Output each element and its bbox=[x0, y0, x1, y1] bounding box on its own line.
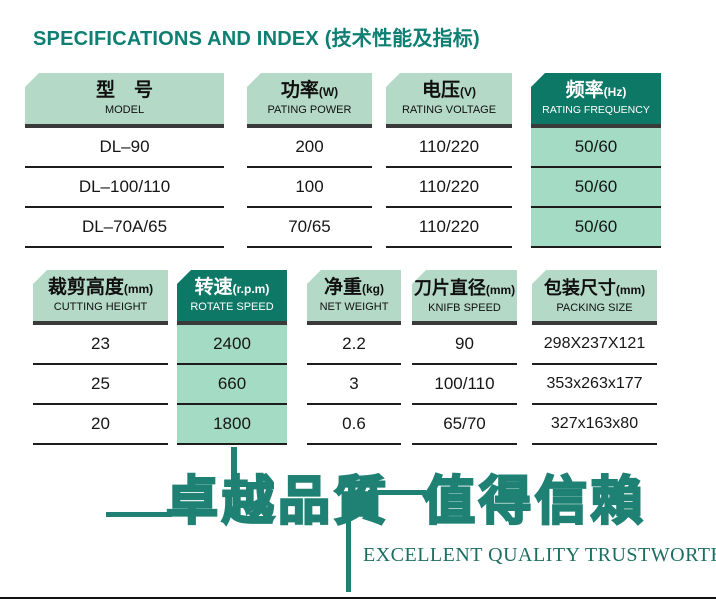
column-knife-diameter: 刀片直径(mm) KNIFB SPEED 90 100/110 65/70 bbox=[412, 270, 517, 445]
decorative-connector-line bbox=[368, 490, 426, 495]
table-cell: 2400 bbox=[177, 325, 287, 365]
column-rotate-speed: 转速(r.p.m) ROTATE SPEED 2400 660 1800 bbox=[177, 270, 287, 445]
column-packing-size: 包装尺寸(mm) PACKING SIZE 298X237X121 353x26… bbox=[532, 270, 657, 445]
header-unit: (V) bbox=[460, 85, 476, 99]
table-cell: 100 bbox=[247, 168, 372, 208]
table-cell: 20 bbox=[33, 405, 168, 445]
header-label-cn: 频率(Hz) bbox=[531, 73, 661, 103]
table-cell: 23 bbox=[33, 325, 168, 365]
header-cn-text: 电压 bbox=[421, 80, 460, 101]
header-label-cn: 净重(kg) bbox=[307, 270, 401, 300]
table-cell: 50/60 bbox=[531, 208, 661, 248]
mechanical-specs-table: 裁剪高度(mm) CUTTING HEIGHT 23 25 20 转速(r.p.… bbox=[0, 270, 716, 446]
column-header-rating-power: 功率(W) PATING POWER bbox=[247, 73, 372, 128]
header-label-cn: 包装尺寸(mm) bbox=[532, 270, 657, 301]
table-cell: 90 bbox=[412, 325, 517, 365]
header-label-en: PACKING SIZE bbox=[556, 302, 633, 314]
column-header-cutting-height: 裁剪高度(mm) CUTTING HEIGHT bbox=[33, 270, 168, 325]
table-cell: 25 bbox=[33, 365, 168, 405]
header-label-en: KNIFB SPEED bbox=[428, 302, 501, 314]
header-label-cn: 刀片直径(mm) bbox=[412, 270, 517, 301]
column-rating-voltage: 电压(V) RATING VOLTAGE 110/220 110/220 110… bbox=[386, 73, 512, 248]
table-cell: 353x263x177 bbox=[532, 365, 657, 405]
table-cell: 3 bbox=[307, 365, 401, 405]
column-header-rating-voltage: 电压(V) RATING VOLTAGE bbox=[386, 73, 512, 128]
column-header-net-weight: 净重(kg) NET WEIGHT bbox=[307, 270, 401, 325]
header-label-en: ROTATE SPEED bbox=[190, 301, 274, 313]
column-header-rating-frequency: 频率(Hz) RATING FREQUENCY bbox=[531, 73, 661, 128]
header-unit: (r.p.m) bbox=[232, 282, 270, 296]
slogan-chinese-left: 卓越品質 bbox=[165, 473, 391, 532]
header-unit: (mm) bbox=[615, 283, 646, 297]
header-cn-text: 转速 bbox=[194, 277, 233, 298]
header-unit: (Hz) bbox=[603, 85, 627, 99]
table-cell: DL–100/110 bbox=[25, 168, 224, 208]
column-model: 型 号 MODEL DL–90 DL–100/110 DL–70A/65 bbox=[25, 73, 224, 248]
header-label-en: RATING FREQUENCY bbox=[542, 104, 650, 116]
table-cell: 65/70 bbox=[412, 405, 517, 445]
column-header-rotate-speed: 转速(r.p.m) ROTATE SPEED bbox=[177, 270, 287, 325]
header-label-cn: 转速(r.p.m) bbox=[177, 270, 287, 300]
page-title: SPECIFICATIONS AND INDEX (技术性能及指标) bbox=[33, 28, 480, 50]
table-cell: DL–90 bbox=[25, 128, 224, 168]
header-label-en: NET WEIGHT bbox=[319, 301, 389, 313]
decorative-vertical-line bbox=[231, 447, 237, 491]
table-cell: 298X237X121 bbox=[532, 325, 657, 365]
header-label-en: RATING VOLTAGE bbox=[401, 104, 497, 116]
header-unit: (mm) bbox=[123, 282, 154, 296]
header-label-en: MODEL bbox=[104, 104, 145, 116]
electrical-specs-table: 型 号 MODEL DL–90 DL–100/110 DL–70A/65 功率(… bbox=[0, 73, 716, 248]
table-cell: 1800 bbox=[177, 405, 287, 445]
column-rating-frequency: 频率(Hz) RATING FREQUENCY 50/60 50/60 50/6… bbox=[531, 73, 661, 248]
header-cn-text: 包装尺寸 bbox=[543, 278, 616, 298]
bottom-divider bbox=[0, 597, 716, 599]
decorative-horizontal-line bbox=[106, 512, 172, 517]
table-cell: 110/220 bbox=[386, 128, 512, 168]
column-net-weight: 净重(kg) NET WEIGHT 2.2 3 0.6 bbox=[307, 270, 401, 445]
header-cn-text: 净重 bbox=[323, 277, 362, 298]
table-cell: 0.6 bbox=[307, 405, 401, 445]
table-cell: 110/220 bbox=[386, 208, 512, 248]
header-unit: (W) bbox=[318, 85, 339, 99]
table-cell: 327x163x80 bbox=[532, 405, 657, 445]
header-label-cn: 功率(W) bbox=[247, 73, 372, 103]
header-unit: (kg) bbox=[362, 282, 384, 296]
header-label-en: PATING POWER bbox=[267, 104, 352, 116]
column-header-knife-diameter: 刀片直径(mm) KNIFB SPEED bbox=[412, 270, 517, 325]
table-cell: DL–70A/65 bbox=[25, 208, 224, 248]
table-cell: 660 bbox=[177, 365, 287, 405]
header-cn-text: 裁剪高度 bbox=[47, 277, 124, 298]
table-cell: 110/220 bbox=[386, 168, 512, 208]
header-label-en: CUTTING HEIGHT bbox=[53, 301, 148, 313]
header-label-cn: 电压(V) bbox=[386, 73, 512, 103]
header-cn-text: 频率 bbox=[565, 80, 604, 101]
column-header-packing-size: 包装尺寸(mm) PACKING SIZE bbox=[532, 270, 657, 325]
header-cn-text: 刀片直径 bbox=[413, 278, 486, 298]
column-rating-power: 功率(W) PATING POWER 200 100 70/65 bbox=[247, 73, 372, 248]
header-unit: (mm) bbox=[485, 283, 516, 297]
header-label-cn: 型 号 bbox=[25, 73, 224, 103]
slogan-english: EXCELLENT QUALITY TRUSTWORTHY bbox=[363, 544, 716, 566]
column-cutting-height: 裁剪高度(mm) CUTTING HEIGHT 23 25 20 bbox=[33, 270, 168, 445]
table-cell: 50/60 bbox=[531, 168, 661, 208]
table-cell: 2.2 bbox=[307, 325, 401, 365]
table-cell: 100/110 bbox=[412, 365, 517, 405]
table-cell: 70/65 bbox=[247, 208, 372, 248]
header-cn-text: 型 号 bbox=[95, 80, 153, 101]
column-header-model: 型 号 MODEL bbox=[25, 73, 224, 128]
header-cn-text: 功率 bbox=[280, 80, 319, 101]
table-cell: 50/60 bbox=[531, 128, 661, 168]
table-cell: 200 bbox=[247, 128, 372, 168]
header-label-cn: 裁剪高度(mm) bbox=[33, 270, 168, 300]
decorative-vertical-line bbox=[346, 518, 351, 592]
slogan-chinese-right: 值得信賴 bbox=[422, 473, 648, 532]
